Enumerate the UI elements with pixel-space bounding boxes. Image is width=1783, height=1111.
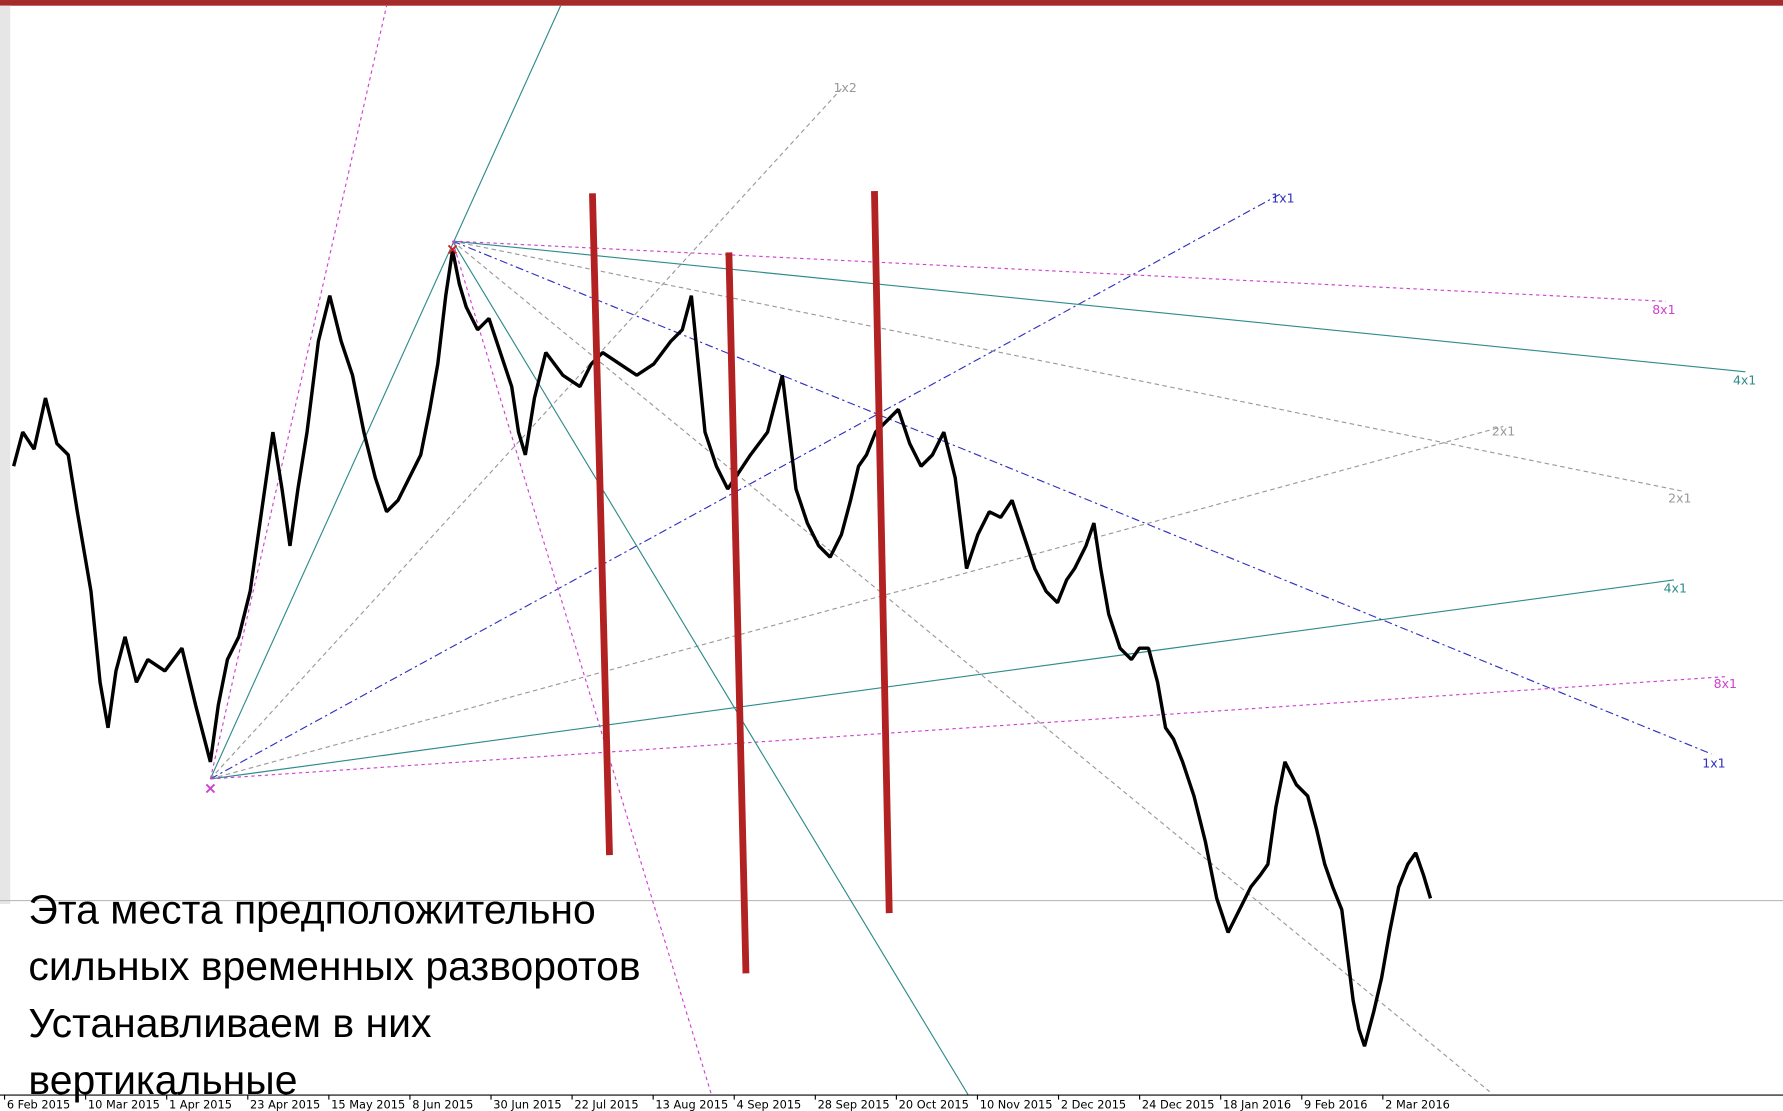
time-label: 13 Aug 2015 xyxy=(655,1098,728,1111)
vertical-line xyxy=(589,193,613,856)
fan-line xyxy=(209,5,562,780)
time-label: 10 Nov 2015 xyxy=(980,1098,1053,1111)
time-label: 22 Jul 2015 xyxy=(574,1098,638,1111)
fan-line xyxy=(452,240,1712,755)
fan-line xyxy=(452,240,717,1111)
fan-line xyxy=(452,240,1666,302)
fan-line xyxy=(452,240,1746,373)
time-label: 23 Apr 2015 xyxy=(250,1098,320,1111)
time-axis: 6 Feb 2015 10 Mar 2015 1 Apr 2015 23 Apr 20… xyxy=(3,1095,1450,1111)
time-label: 6 Feb 2015 xyxy=(7,1098,70,1111)
top-bar xyxy=(0,0,1783,6)
fan-label: 4x1 xyxy=(1664,580,1687,595)
fan-line xyxy=(210,579,1674,780)
fan-line xyxy=(209,5,388,780)
price-candles xyxy=(11,249,1433,1047)
time-label: 18 Jan 2016 xyxy=(1223,1098,1291,1111)
fan-label: 1x2 xyxy=(834,80,857,95)
fan-label: 8x1 xyxy=(1652,302,1675,317)
time-label: 28 Sep 2015 xyxy=(818,1098,890,1111)
fan-label: 8x1 xyxy=(1714,676,1737,691)
fan-label: 2x1 xyxy=(1492,424,1515,439)
gann-fan-low xyxy=(209,5,1727,780)
fan-line xyxy=(452,240,979,1111)
time-label: 9 Feb 2016 xyxy=(1304,1098,1367,1111)
time-label: 24 Dec 2015 xyxy=(1142,1098,1215,1111)
fan-line xyxy=(210,676,1727,780)
time-label: 15 May 2015 xyxy=(331,1098,405,1111)
annotation-line: Эта места предположительно xyxy=(28,886,595,932)
time-axis-bg xyxy=(0,1095,1783,1111)
time-label: 4 Sep 2015 xyxy=(737,1098,802,1111)
vertical-line xyxy=(871,190,893,914)
gann-fan-high xyxy=(452,240,1746,1111)
time-label: 8 Jun 2015 xyxy=(412,1098,473,1111)
annotation-line: сильных временных разворотов xyxy=(28,943,640,989)
fan-label: 2x1 xyxy=(1668,491,1691,506)
anchor-marker: × xyxy=(446,240,459,259)
fan-line xyxy=(210,425,1504,780)
fan-label: 1x1 xyxy=(1702,756,1725,771)
fan-label: 4x1 xyxy=(1733,372,1756,387)
fan-line xyxy=(452,240,1684,492)
fan-line xyxy=(452,240,1490,1093)
fan-line xyxy=(210,192,1282,780)
time-verticals xyxy=(589,190,893,974)
left-edge xyxy=(0,5,11,905)
time-label: 2 Mar 2016 xyxy=(1385,1098,1450,1111)
time-label: 30 Jun 2015 xyxy=(493,1098,561,1111)
time-label: 1 Apr 2015 xyxy=(169,1098,232,1111)
time-label: 20 Oct 2015 xyxy=(899,1098,969,1111)
fan-label: 1x1 xyxy=(1271,190,1294,205)
time-label: 10 Mar 2015 xyxy=(88,1098,160,1111)
annotation-line: вертикальные xyxy=(28,1057,297,1103)
annotation-line: Устанавливаем в них xyxy=(28,1000,432,1046)
vertical-line xyxy=(725,252,750,974)
time-label: 2 Dec 2015 xyxy=(1061,1098,1126,1111)
anchor-marker: × xyxy=(204,779,217,798)
